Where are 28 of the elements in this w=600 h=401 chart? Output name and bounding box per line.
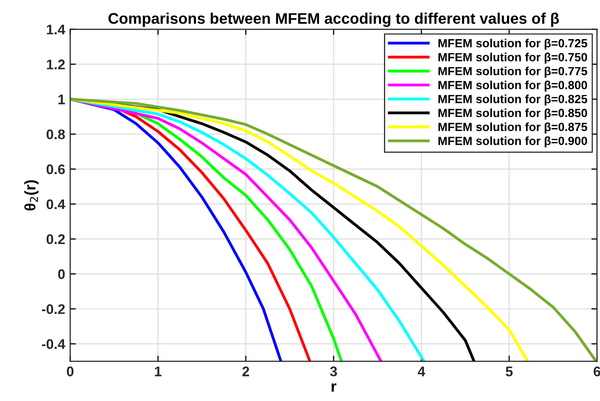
- y-tick-label: 0.6: [46, 164, 65, 174]
- y-tick-label: 0.8: [46, 129, 65, 140]
- legend-label: MFEM solution for β=0.800: [438, 80, 588, 92]
- x-axis-title: r: [332, 383, 336, 392]
- x-tick-label: 0: [66, 366, 74, 376]
- x-tick-label: 3: [330, 366, 337, 376]
- y-tick-label: -0.2: [42, 304, 65, 314]
- legend-label: MFEM solution for β=0.875: [438, 122, 588, 134]
- x-tick-label: 5: [506, 366, 513, 376]
- y-tick-label: 1.4: [46, 24, 66, 34]
- y-tick-label: -0.4: [42, 339, 66, 349]
- y-tick-label: 0.4: [46, 199, 66, 210]
- legend-label: MFEM solution for β=0.725: [438, 38, 588, 50]
- legend-label: MFEM solution for β=0.750: [438, 52, 588, 64]
- x-tick-label: 6: [594, 366, 600, 376]
- legend-label: MFEM solution for β=0.775: [438, 66, 588, 78]
- y-tick-label: 0.2: [46, 234, 65, 244]
- legend-label: MFEM solution for β=0.850: [438, 108, 588, 120]
- legend-label: MFEM solution for β=0.825: [438, 94, 588, 106]
- legend-label: MFEM solution for β=0.900: [438, 136, 588, 148]
- y-tick-label: 1.2: [46, 60, 65, 70]
- x-tick-label: 1: [155, 366, 162, 376]
- x-tick-label: 2: [242, 366, 250, 376]
- y-axis-title: θ$_{2}$(r): [24, 180, 39, 211]
- y-tick-label: 1: [58, 94, 65, 104]
- x-tick-label: 4: [418, 366, 426, 376]
- chart-title: Comparisons between MFEM accoding to different values of β: [108, 12, 559, 27]
- y-tick-label: 0: [58, 269, 65, 280]
